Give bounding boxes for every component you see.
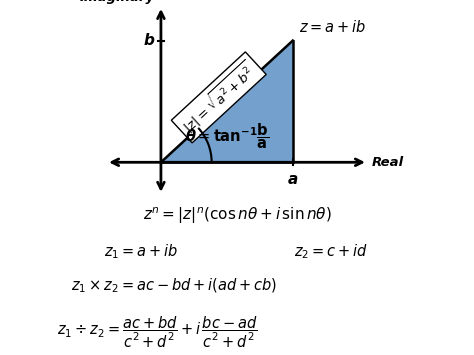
Text: $z = a + ib$: $z = a + ib$ bbox=[299, 20, 366, 36]
Text: $z_2 = c + id$: $z_2 = c + id$ bbox=[294, 242, 368, 261]
Text: Imaginary: Imaginary bbox=[80, 0, 155, 4]
Text: $|z| = \sqrt{a^2 + b^2}$: $|z| = \sqrt{a^2 + b^2}$ bbox=[177, 58, 261, 137]
Polygon shape bbox=[161, 40, 293, 162]
Text: b: b bbox=[144, 33, 155, 48]
Text: $z_1 = a + ib$: $z_1 = a + ib$ bbox=[104, 242, 179, 261]
Text: a: a bbox=[288, 173, 298, 187]
Text: $z^n = |z|^n(\mathrm{cos}\,n\theta + i\,\mathrm{sin}\,n\theta)$: $z^n = |z|^n(\mathrm{cos}\,n\theta + i\,… bbox=[143, 205, 331, 226]
Text: Real: Real bbox=[372, 156, 404, 169]
Text: $z_1 \div z_2 = \dfrac{ac + bd}{c^2 + d^2} + i\,\dfrac{bc - ad}{c^2 + d^2}$: $z_1 \div z_2 = \dfrac{ac + bd}{c^2 + d^… bbox=[57, 315, 257, 350]
Text: $\boldsymbol{\theta} = \mathbf{tan}^{\mathbf{-1}} \dfrac{\mathbf{b}}{\mathbf{a}}: $\boldsymbol{\theta} = \mathbf{tan}^{\ma… bbox=[185, 121, 269, 151]
Text: $z_1 \times z_2 = ac - bd + i(ad + cb)$: $z_1 \times z_2 = ac - bd + i(ad + cb)$ bbox=[71, 277, 277, 295]
